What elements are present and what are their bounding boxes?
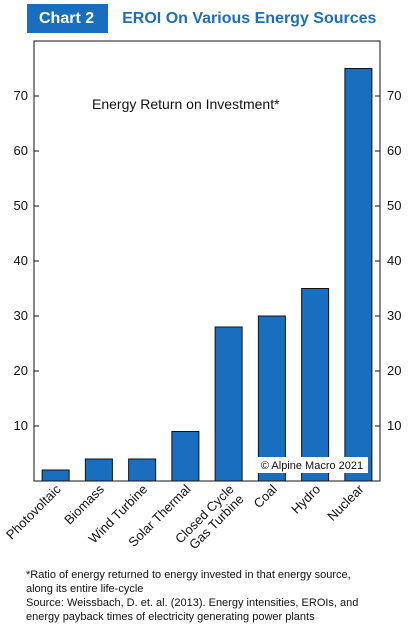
bar-closed-cycle-gas-turbine [214,326,243,482]
bar-chart: 10 10 20 20 30 30 40 40 50 50 60 60 70 70 Photovoltaic… [3,40,401,552]
y-tick-label-right: 20 [387,363,401,378]
bar-wind-turbine [128,458,157,482]
copyright-box [256,457,368,473]
plot-inner-title: Energy Return on Investment* [92,96,280,112]
footnote-line: *Ratio of energy returned to energy inve… [26,569,351,581]
footnote-line: along its entire life-cycle [26,583,144,595]
y-tick-label-left: 70 [14,88,28,103]
chart-title: EROI On Various Energy Sources [122,9,377,27]
x-tick-label: Nuclear [324,481,367,524]
bar-photovoltaic [41,469,70,482]
bar-hydro [301,288,330,482]
source-line: energy payback times of electricity gene… [26,611,315,623]
x-tick-label: Coal [250,481,280,511]
bar-coal [257,315,286,482]
y-tick-label-left: 40 [14,253,28,268]
source-line: Source: Weissbach, D. et. al. (2013). En… [26,597,359,609]
bar-biomass [84,458,113,482]
y-tick-label-right: 50 [387,198,401,213]
copyright-text: © Alpine Macro 2021 [261,460,363,472]
y-tick-label-left: 30 [14,308,28,323]
bar-nuclear [344,68,373,482]
y-tick-label-left: 50 [14,198,28,213]
y-tick-label-right: 10 [387,418,401,433]
y-tick-label-right: 70 [387,88,401,103]
x-tick-label: Hydro [288,482,323,517]
x-tick-label: Photovoltaic [3,481,64,542]
chart-header: Chart 2 EROI On Various Energy Sources [27,4,399,33]
y-tick-label-right: 30 [387,308,401,323]
y-tick-label-right: 60 [387,143,401,158]
y-tick-label-left: 20 [14,363,28,378]
footnote: *Ratio of energy returned to energy inve… [26,568,406,624]
y-tick-label-left: 10 [14,418,28,433]
y-tick-label-right: 40 [387,253,401,268]
chart-number-badge: Chart 2 [27,4,109,33]
bar-solar-thermal [171,431,200,482]
y-tick-label-left: 60 [14,143,28,158]
